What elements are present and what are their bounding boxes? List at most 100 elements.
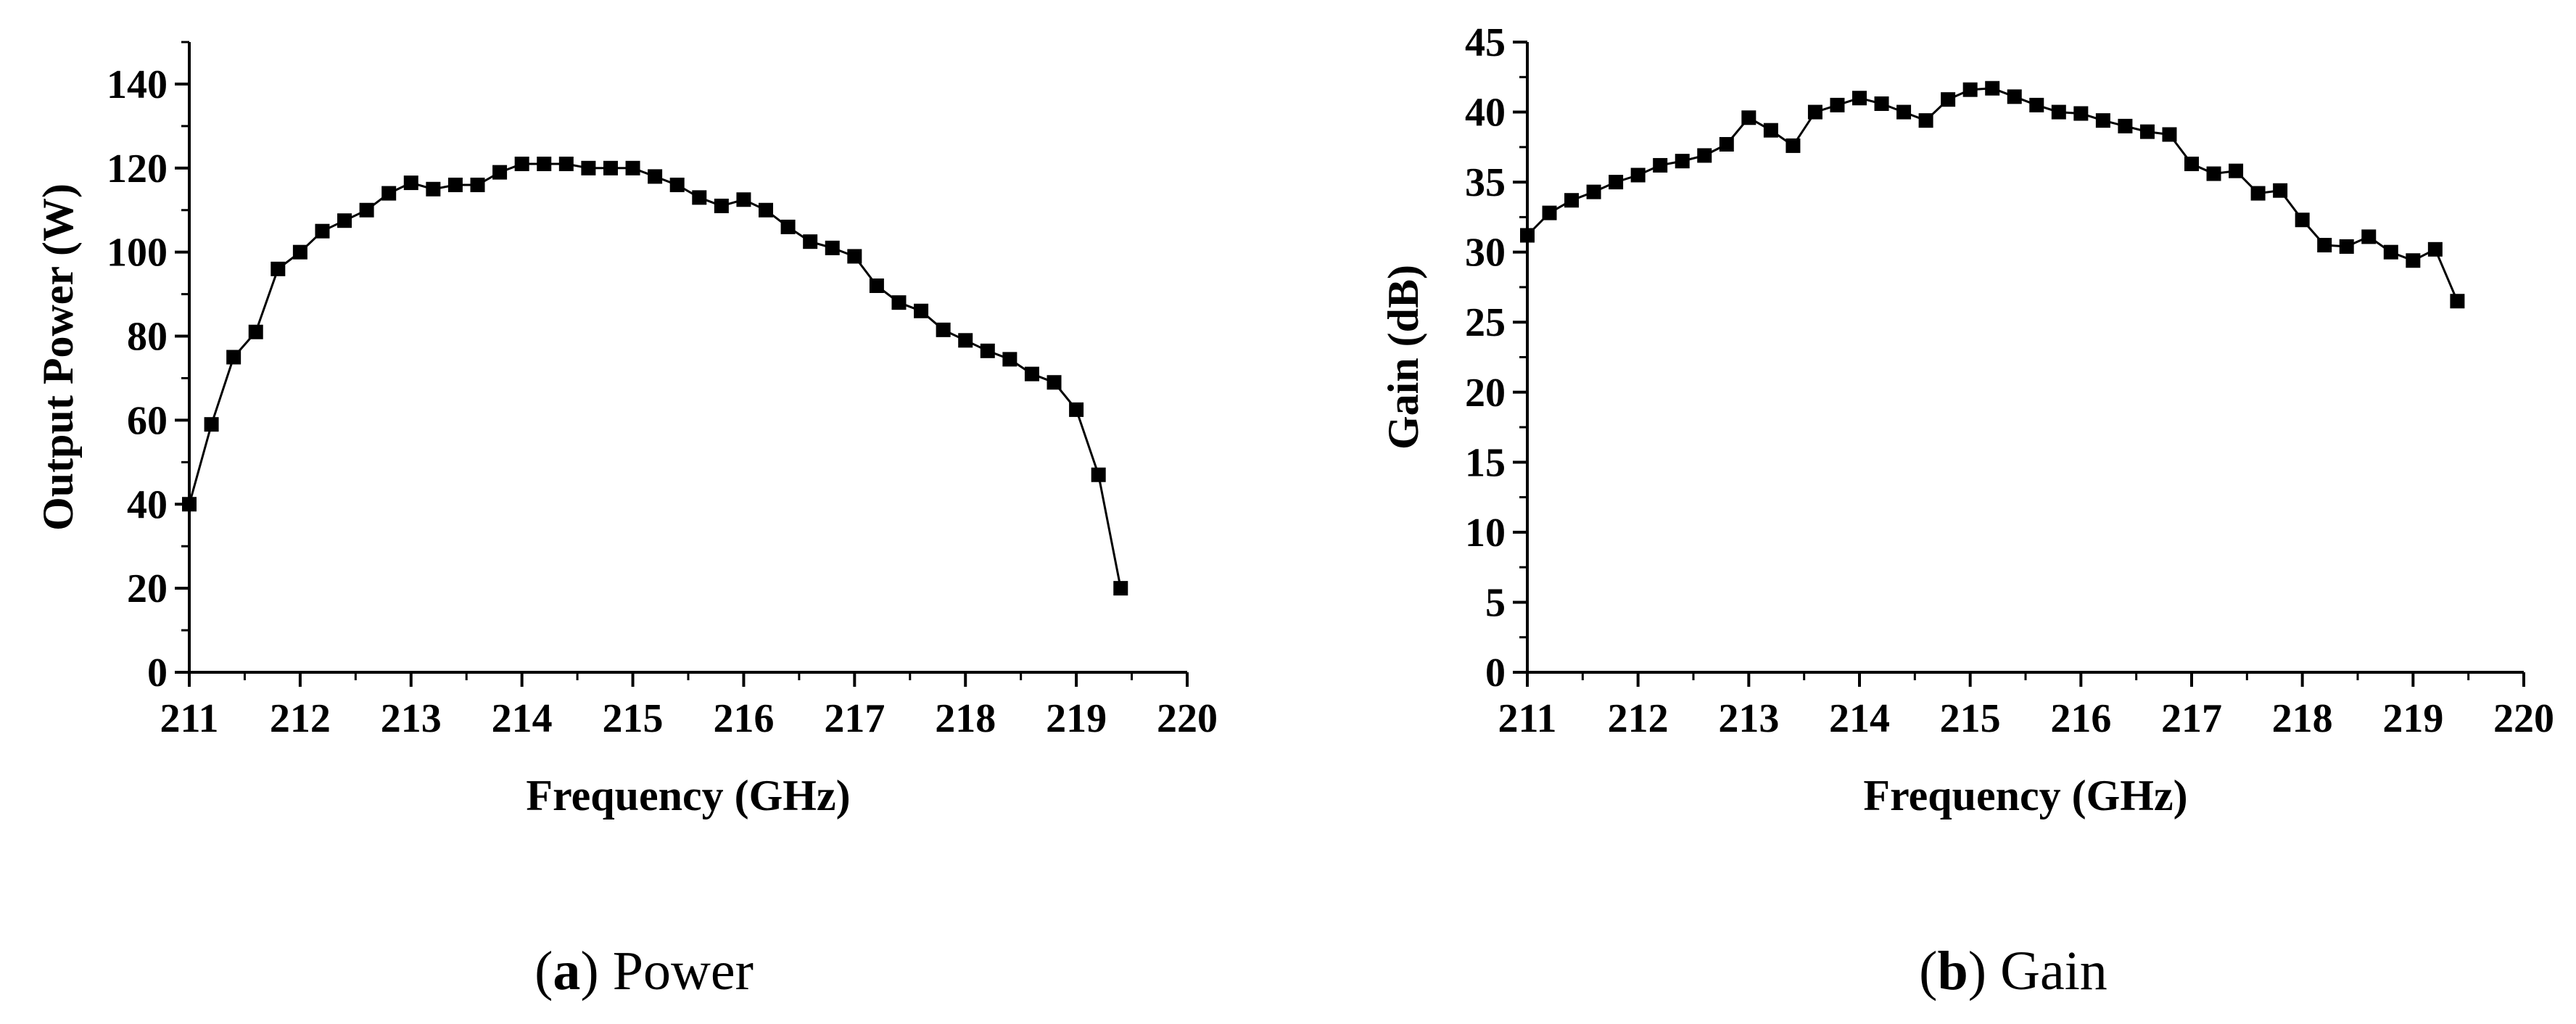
data-point	[936, 322, 951, 337]
data-point	[1852, 91, 1867, 106]
data-point	[1786, 138, 1801, 153]
caption-letter: a	[553, 941, 580, 1002]
x-tick-label: 213	[1718, 696, 1779, 741]
data-point	[1719, 136, 1734, 152]
x-tick-label: 212	[270, 696, 331, 741]
caption-text: Power	[599, 941, 754, 1002]
x-tick-label: 216	[713, 696, 774, 741]
y-tick-label: 0	[1485, 651, 1506, 695]
data-point	[825, 240, 840, 255]
y-tick-label: 80	[127, 315, 168, 360]
data-point	[2007, 89, 2022, 104]
data-point	[803, 234, 818, 249]
data-point	[2095, 113, 2110, 128]
x-tick-label: 217	[2161, 696, 2222, 741]
data-point	[1046, 375, 1062, 390]
caption-letter: b	[1937, 941, 1968, 1002]
data-point	[2295, 212, 2310, 228]
data-point	[182, 497, 197, 512]
data-point	[1069, 402, 1084, 417]
data-point	[2383, 244, 2398, 260]
data-point	[1918, 113, 1933, 128]
data-point	[736, 192, 751, 207]
data-point	[692, 190, 707, 205]
x-tick-label: 217	[824, 696, 885, 741]
x-tick-label: 219	[2382, 696, 2443, 741]
data-point	[337, 213, 352, 228]
data-point	[914, 303, 929, 318]
x-tick-label: 215	[603, 696, 664, 741]
x-tick-label: 220	[2493, 696, 2554, 741]
caption-paren-close: )	[580, 941, 598, 1002]
caption-paren-open: (	[1919, 941, 1937, 1002]
x-tick-label: 213	[381, 696, 442, 741]
data-point	[847, 249, 862, 264]
data-point	[1113, 581, 1128, 596]
data-point	[2406, 253, 2421, 268]
x-tick-label: 220	[1157, 696, 1218, 741]
data-point	[2051, 104, 2066, 120]
data-point	[2317, 238, 2332, 253]
data-point	[2450, 294, 2465, 309]
data-point	[714, 198, 729, 213]
data-point	[1962, 82, 1978, 97]
data-point	[1807, 104, 1822, 120]
caption-paren-close: )	[1968, 941, 1986, 1002]
y-tick-label: 60	[127, 398, 168, 443]
data-point	[2073, 106, 2089, 121]
data-point	[1091, 467, 1106, 482]
data-point	[625, 160, 640, 176]
data-point	[891, 295, 907, 310]
data-point	[869, 278, 884, 294]
y-tick-label: 25	[1465, 300, 1506, 345]
y-tick-label: 5	[1485, 580, 1506, 625]
data-point	[1830, 97, 1845, 112]
data-point	[1630, 168, 1646, 183]
data-point	[381, 186, 397, 201]
data-point	[514, 157, 529, 172]
data-point	[359, 202, 374, 218]
y-tick-label: 20	[127, 566, 168, 611]
x-axis-title: Frequency (GHz)	[1863, 772, 2187, 819]
data-point	[1985, 80, 2000, 96]
data-point	[2029, 97, 2044, 112]
data-point	[1741, 110, 1756, 125]
data-point	[292, 244, 307, 260]
data-point	[2162, 127, 2177, 142]
data-point	[1896, 104, 1912, 120]
data-point	[226, 350, 242, 365]
y-tick-label: 30	[1465, 231, 1506, 276]
data-point	[1564, 193, 1580, 208]
data-point	[2339, 239, 2354, 254]
chart-power: 211 212 213 214 215 216 217 218 219 220 0 20 40 60 80 1…	[34, 41, 1218, 1002]
data-point	[1675, 154, 1690, 169]
data-point	[958, 333, 973, 348]
data-point	[1024, 366, 1039, 381]
data-point	[470, 177, 485, 192]
y-tick-label: 10	[1465, 511, 1506, 556]
data-point	[537, 157, 552, 172]
caption-text: Gain	[1986, 941, 2108, 1002]
data-point	[1609, 175, 1624, 190]
data-point	[1586, 184, 1601, 199]
y-tick-label: 140	[107, 62, 168, 107]
y-axis-title: Gain (dB)	[1379, 265, 1427, 450]
y-tick-label: 40	[127, 482, 168, 527]
data-point	[2250, 186, 2266, 201]
data-point	[780, 219, 796, 234]
data-point	[2206, 166, 2221, 181]
data-point	[2118, 118, 2133, 133]
data-point	[492, 165, 508, 180]
data-point	[2427, 241, 2443, 257]
chart-gain: 211 212 213 214 215 216 217 218 219 220 0 5 10 15 20 25…	[1379, 20, 2554, 1002]
data-point	[1002, 352, 1017, 367]
chart-caption: (a) Power	[534, 941, 754, 1002]
data-point	[426, 181, 441, 197]
y-tick-label: 45	[1465, 20, 1506, 65]
data-point	[1763, 123, 1778, 138]
data-point	[2139, 124, 2155, 139]
data-point	[1697, 148, 1712, 163]
y-tick-label: 100	[107, 231, 168, 276]
data-point	[2184, 157, 2199, 172]
